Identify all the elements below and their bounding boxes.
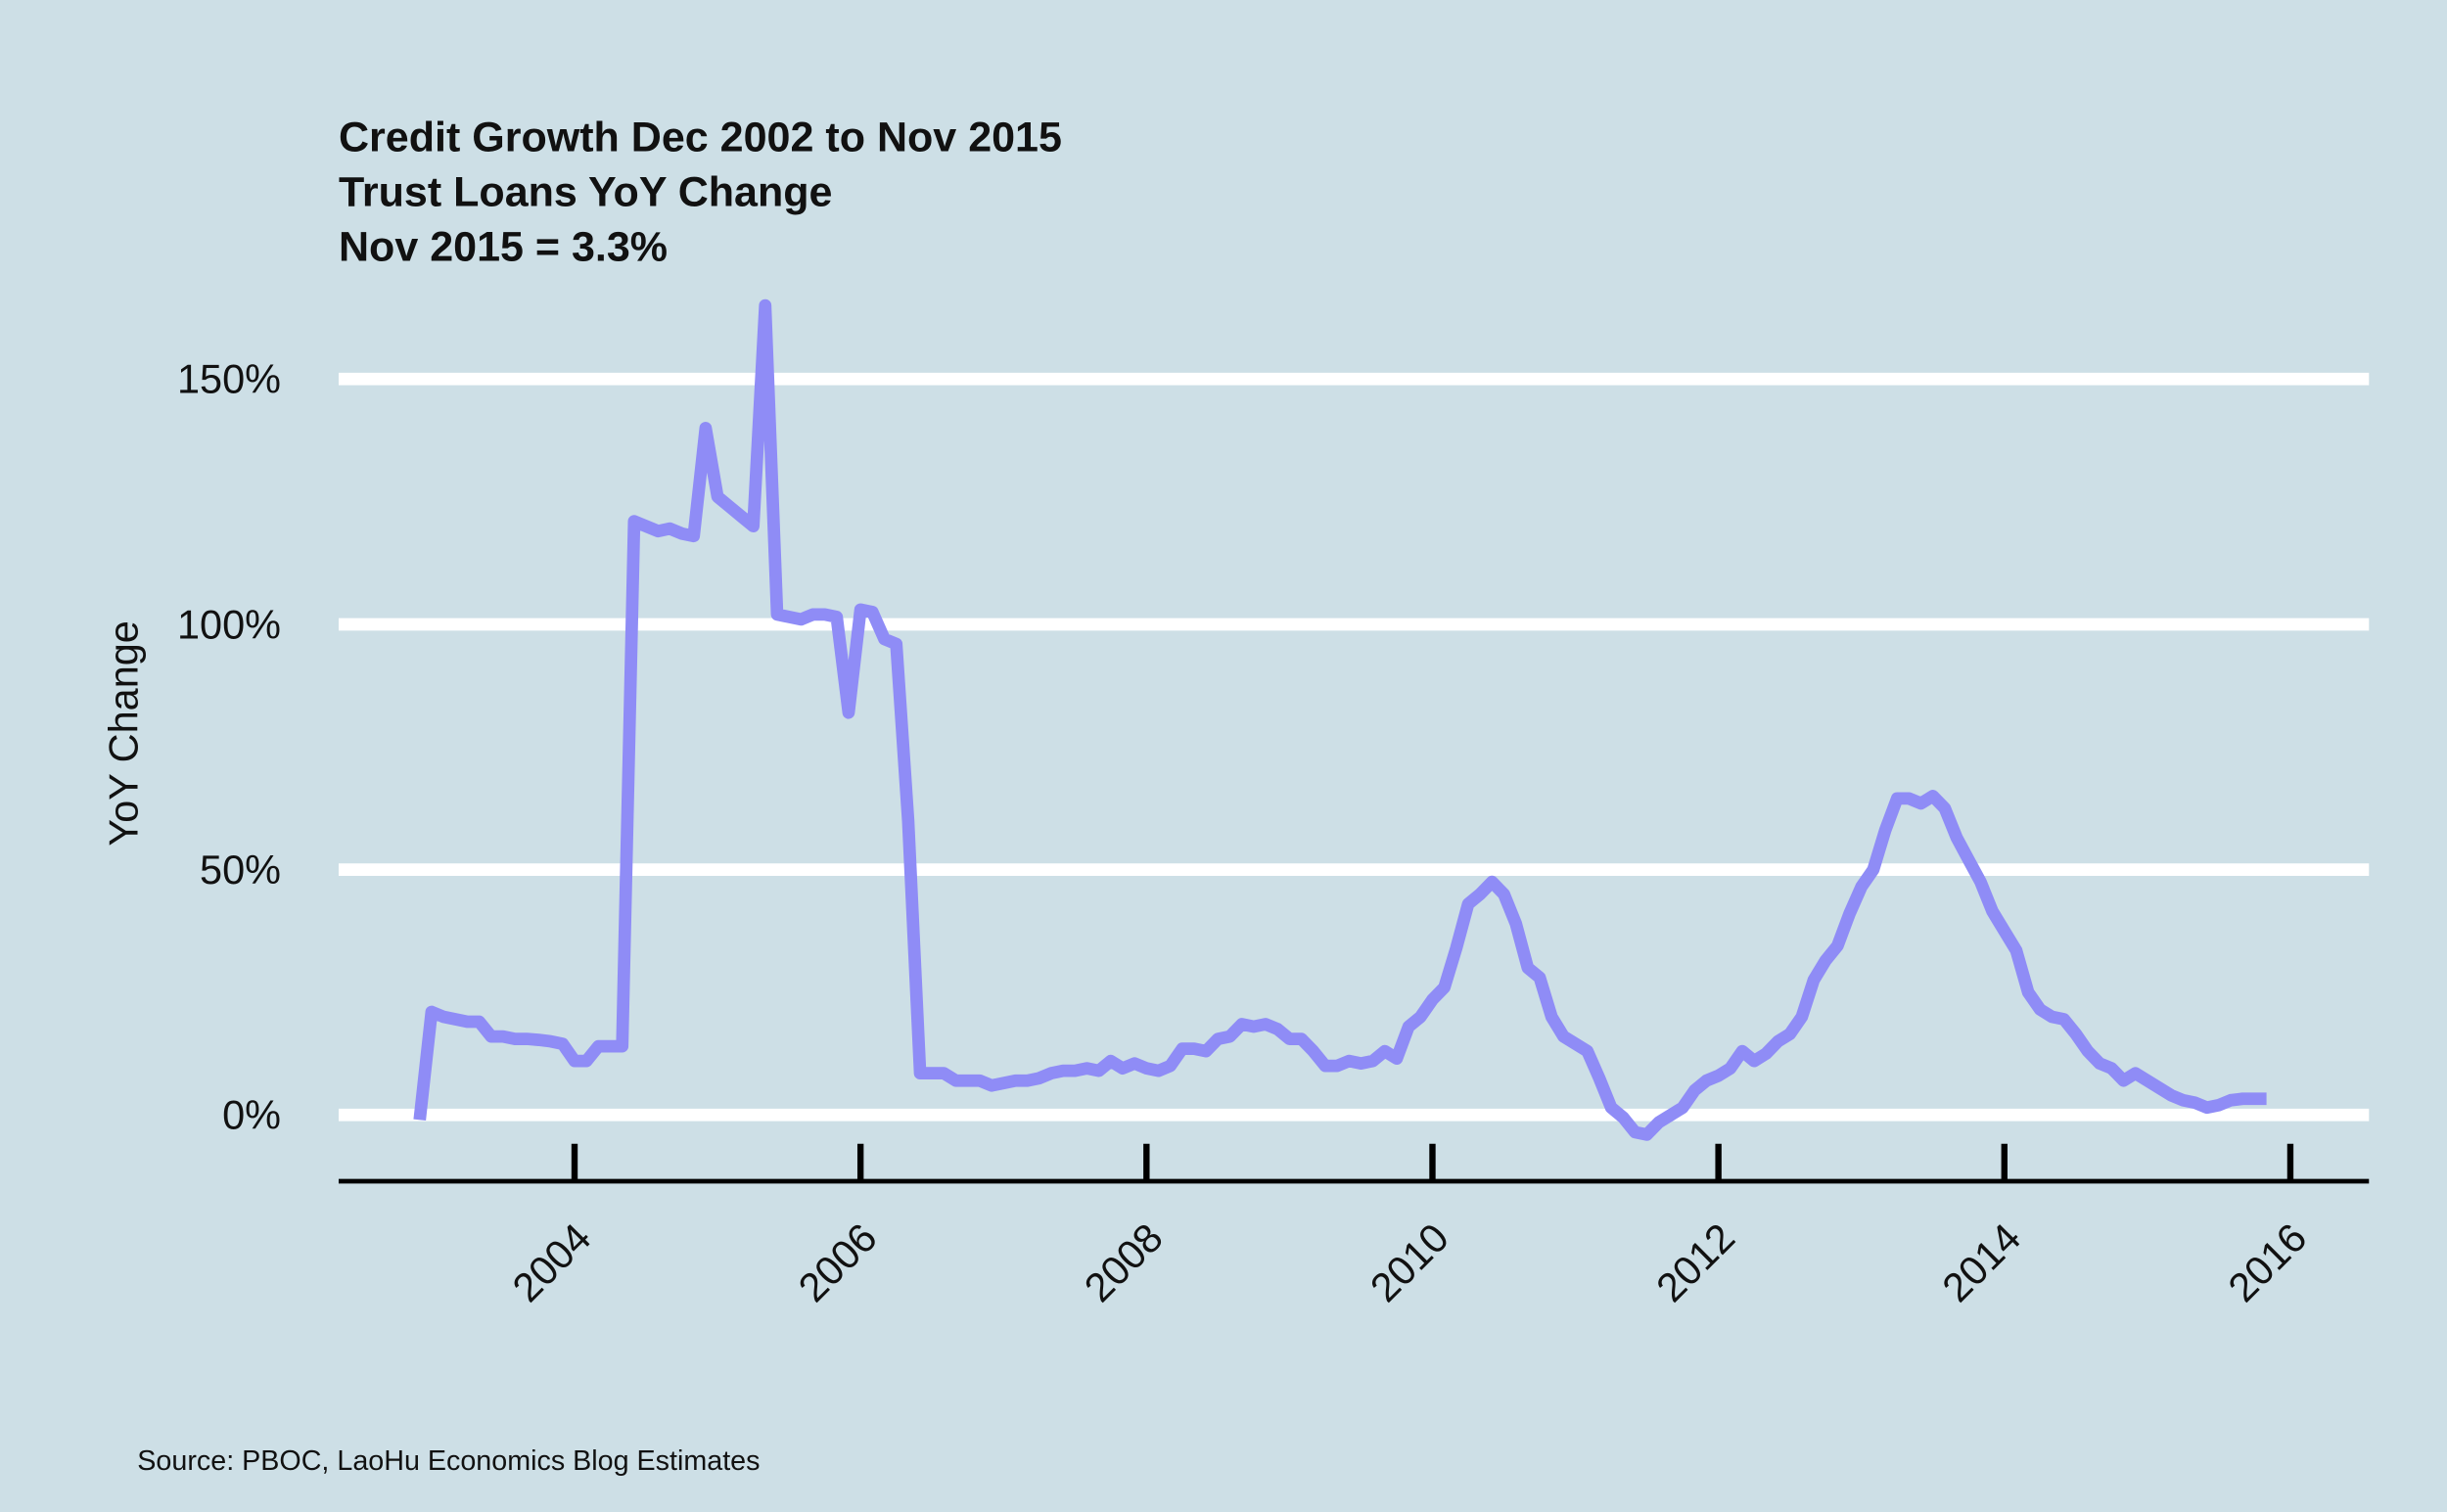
caption: Source: PBOC, LaoHu Economics Blog Estim… xyxy=(137,1445,760,1477)
chart-subtitle: Trust Loans YoY Change xyxy=(339,168,833,215)
y-tick-label: 50% xyxy=(200,847,281,893)
annotation: Nov 2015 = 3.3% xyxy=(339,223,668,270)
y-tick-label: 0% xyxy=(222,1092,281,1138)
y-tick-label: 100% xyxy=(177,601,281,647)
y-axis-label: YoY Change xyxy=(100,620,146,846)
chart-title: Credit Growth Dec 2002 to Nov 2015 xyxy=(339,115,1062,161)
data-line xyxy=(413,298,2267,1141)
y-tick-label: 150% xyxy=(177,356,281,402)
